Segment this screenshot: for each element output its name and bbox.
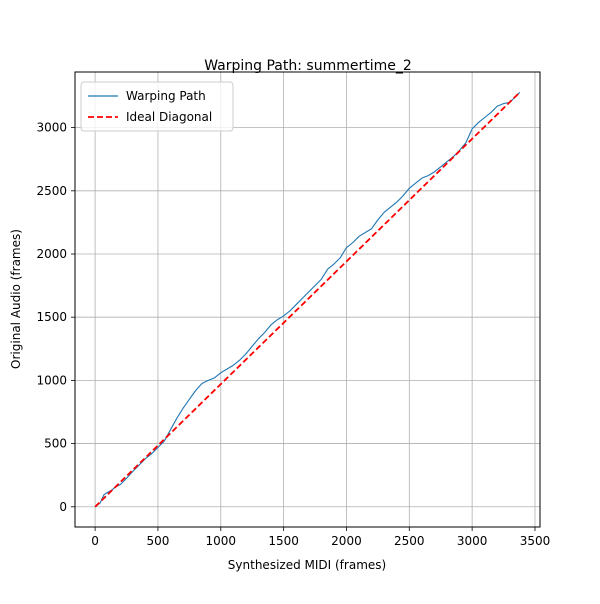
y-tick-label: 1500 — [36, 310, 67, 324]
legend-label-ideal-diagonal: Ideal Diagonal — [126, 110, 212, 124]
x-tick-label: 2000 — [331, 534, 362, 548]
series-line-warping-path — [94, 91, 521, 508]
plot-frame — [74, 71, 541, 528]
x-tick-label: 3500 — [520, 534, 551, 548]
grid-lines — [75, 72, 540, 527]
x-tick-label: 0 — [91, 534, 99, 548]
x-tick-label: 1500 — [268, 534, 299, 548]
legend-box — [80, 81, 234, 132]
x-tick-label: 1000 — [206, 534, 237, 548]
y-axis-label: Original Audio (frames) — [9, 229, 23, 369]
axis-ticks: 0 500 1000 1500 2000 2500 3000 3500 0 500 1000 1500… — [36, 121, 550, 548]
y-tick-label: 3000 — [36, 121, 67, 135]
y-tick-label: 2500 — [36, 184, 67, 198]
y-tick-label: 2000 — [36, 247, 67, 261]
series-lines — [94, 91, 521, 508]
x-tick-label: 2500 — [394, 534, 425, 548]
legend-label-warping-path: Warping Path — [126, 89, 206, 103]
legend: Warping Path Ideal Diagonal — [80, 81, 234, 132]
y-tick-label: 500 — [44, 437, 67, 451]
chart-title: Warping Path: summertime_2 — [204, 58, 412, 74]
y-tick-label: 0 — [59, 500, 67, 514]
x-axis-label: Synthesized MIDI (frames) — [228, 558, 386, 572]
x-tick-label: 500 — [146, 534, 169, 548]
y-tick-label: 1000 — [36, 373, 67, 387]
x-tick-label: 3000 — [457, 534, 488, 548]
